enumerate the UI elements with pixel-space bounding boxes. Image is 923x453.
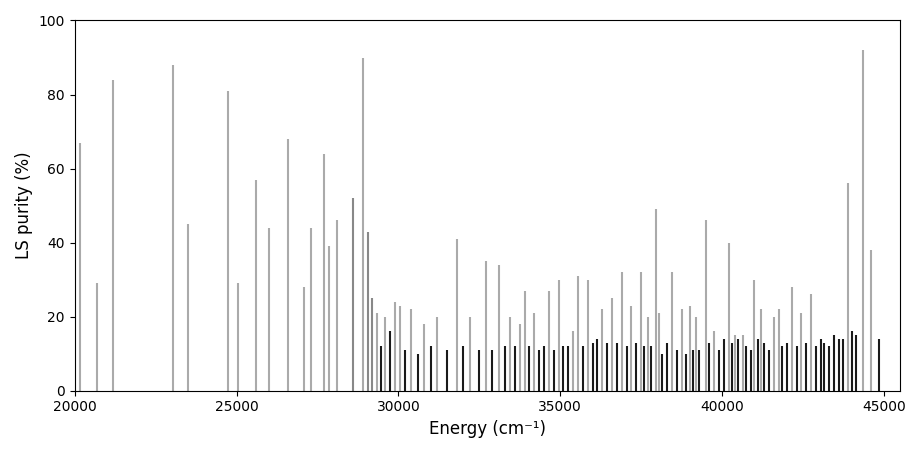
X-axis label: Energy (cm⁻¹): Energy (cm⁻¹) bbox=[429, 420, 545, 438]
Y-axis label: LS purity (%): LS purity (%) bbox=[15, 152, 33, 260]
